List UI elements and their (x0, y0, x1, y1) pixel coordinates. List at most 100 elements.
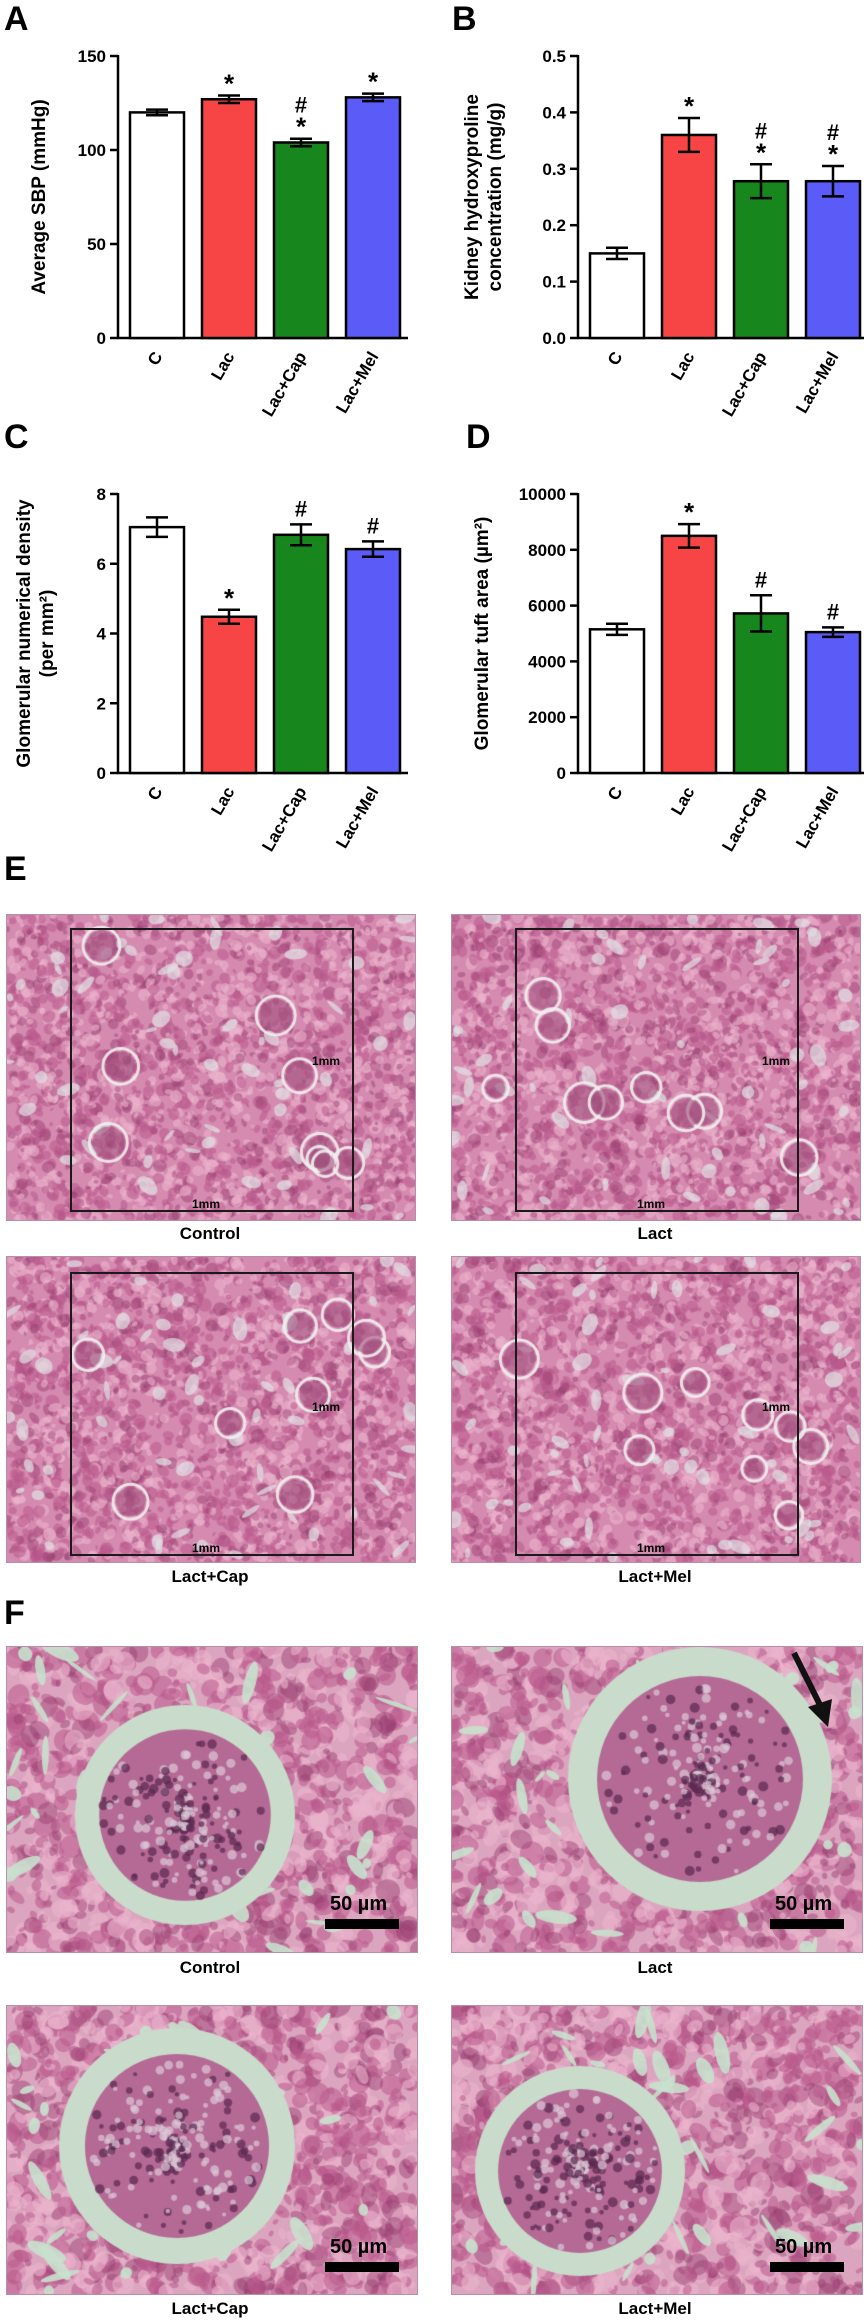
significance-mark: # (755, 118, 767, 143)
y-tick-label: 100 (78, 141, 106, 160)
bar (588, 628, 646, 775)
significance-mark: * (756, 137, 767, 167)
y-axis-title: Glomerular tuft area (µm²) (472, 517, 493, 751)
scale-label-vertical: 1mm (762, 1400, 791, 1414)
caption-f-lact-cap: Lact+Cap (171, 2299, 249, 2318)
y-tick-label: 150 (78, 47, 106, 66)
y-tick-label: 0 (97, 329, 106, 348)
significance-mark: # (827, 120, 839, 145)
bar (804, 179, 862, 340)
significance-mark: # (367, 513, 379, 538)
caption-f-control: Control (179, 1958, 241, 1977)
scale-frame (70, 928, 354, 1212)
panel-letter-c: C (4, 418, 29, 456)
significance-mark: * (684, 497, 695, 527)
scale-frame (515, 1272, 799, 1556)
chart-c-glomerular-numerical-density: 0 2 4 6 8 Glomerular numerical density (per mm… (14, 485, 408, 855)
histology-e-lact: 1mm 1mm (451, 914, 861, 1221)
histology-f-lact: 50 µm (451, 1646, 863, 1953)
caption-e-lact-cap: Lact+Cap (171, 1567, 249, 1586)
scale-bar-label: 50 µm (775, 2236, 833, 2258)
y-tick-label: 0.4 (542, 103, 566, 122)
category-label: C (604, 784, 627, 804)
y-tick-label: 0.1 (542, 273, 566, 292)
scale-bar (770, 2262, 844, 2272)
caption-e-lact-mel: Lact+Mel (618, 1567, 692, 1586)
histology-f-lact-cap: 50 µm (6, 2005, 418, 2295)
histology-e-lact-cap: 1mm 1mm (6, 1256, 416, 1563)
scale-frame (70, 1272, 354, 1556)
tissue-texture (7, 1257, 415, 1562)
tissue-texture (452, 1257, 860, 1562)
scale-label-vertical: 1mm (312, 1400, 341, 1414)
tissue-texture (7, 915, 415, 1220)
scale-bar (325, 1919, 399, 1929)
scale-label-horizontal: 1mm (637, 1197, 666, 1211)
tissue-texture (7, 2006, 417, 2294)
y-axis-title: Average SBP (mmHg) (29, 99, 50, 294)
y-tick-label: 2 (97, 694, 106, 713)
scale-label-vertical: 1mm (312, 1054, 341, 1068)
y-tick-label: 4 (97, 625, 107, 644)
y-axis-title: Glomerular numerical density (14, 499, 35, 768)
tissue-texture (7, 1647, 417, 1952)
scale-label-horizontal: 1mm (637, 1541, 666, 1555)
y-tick-label: 0 (557, 764, 566, 783)
tissue-texture (452, 2006, 862, 2294)
caption-f-lact-mel: Lact+Mel (618, 2299, 692, 2318)
bar (344, 96, 402, 340)
bar (128, 525, 186, 775)
bar (732, 612, 790, 775)
scale-bar-label: 50 µm (330, 1893, 388, 1915)
bar (272, 533, 330, 775)
scale-bar (770, 1919, 844, 1929)
caption-e-control: Control (179, 1224, 241, 1243)
bar (732, 179, 790, 340)
bar (660, 534, 718, 775)
significance-mark: * (224, 583, 235, 613)
chart-d-glomerular-tuft-area: 0 2000 4000 6000 8000 10000 Glomerular tuft ar… (472, 485, 864, 855)
bar (200, 97, 258, 340)
y-tick-label: 50 (87, 235, 106, 254)
y-axis-title: (per mm²) (37, 590, 58, 678)
y-tick-label: 0.3 (542, 160, 566, 179)
histology-e-control: 1mm 1mm (6, 914, 416, 1221)
scale-bar (325, 2262, 399, 2272)
significance-mark: * (296, 112, 307, 142)
significance-mark: * (368, 67, 379, 97)
bar (660, 133, 718, 340)
y-tick-label: 8000 (528, 541, 566, 560)
y-axis-title: concentration (mg/g) (485, 103, 506, 292)
scale-label-vertical: 1mm (762, 1054, 791, 1068)
chart-b-kidney-hydroxyproline: 0.0 0.1 0.2 0.3 0.4 0.5 Kidney hydroxyproline c… (462, 47, 864, 420)
significance-mark: * (224, 68, 235, 98)
caption-e-lact: Lact (637, 1224, 673, 1243)
scale-frame (515, 928, 799, 1212)
tissue-texture (452, 1647, 862, 1952)
tissue-texture (452, 915, 860, 1220)
bar (344, 547, 402, 775)
scale-bar-label: 50 µm (775, 1893, 833, 1915)
y-tick-label: 4000 (528, 652, 566, 671)
significance-mark: # (295, 496, 307, 521)
bar (804, 630, 862, 775)
bar (588, 252, 646, 340)
panel-letter-d: D (466, 418, 491, 456)
histology-e-lact-mel: 1mm 1mm (451, 1256, 861, 1563)
y-tick-label: 6 (97, 555, 106, 574)
significance-mark: * (684, 91, 695, 121)
y-tick-label: 0 (97, 764, 106, 783)
y-axis-title: Kidney hydroxyproline (462, 94, 483, 300)
significance-mark: # (827, 599, 839, 624)
category-label: Lac+Cap (718, 784, 770, 855)
significance-mark: # (755, 567, 767, 592)
significance-mark: # (295, 93, 307, 118)
arrow-icon (791, 1651, 832, 1727)
significance-mark: * (828, 139, 839, 169)
category-label: Lac (667, 784, 698, 819)
panel-letter-e: E (4, 850, 27, 888)
histology-f-lact-mel: 50 µm (451, 2005, 863, 2295)
caption-f-lact: Lact (637, 1958, 673, 1977)
bar (272, 141, 330, 340)
